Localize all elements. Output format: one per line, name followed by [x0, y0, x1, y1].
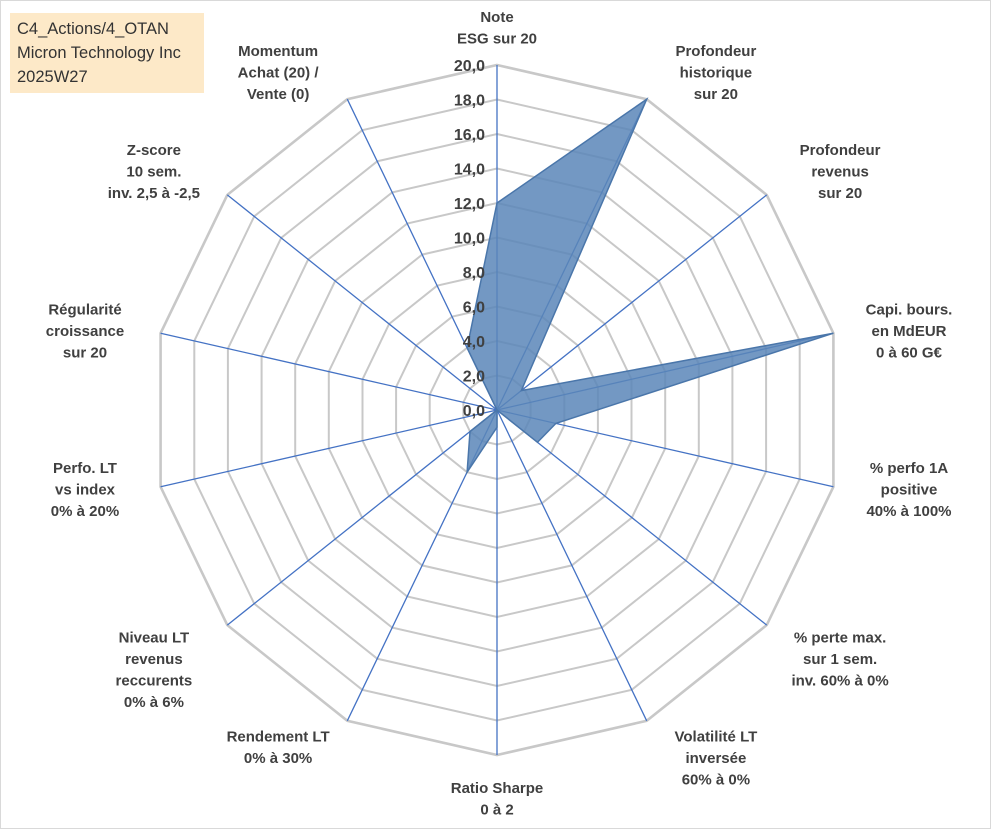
tick-label: 18,0: [454, 93, 485, 110]
axis-label: Régularité croissance sur 20: [46, 301, 124, 361]
axis-label: Ratio Sharpe 0 à 2: [451, 780, 544, 819]
title-line-1: C4_Actions/4_OTAN: [17, 20, 169, 38]
axis-spoke: [226, 194, 498, 411]
axis-label: Niveau LT revenus reccurents 0% à 6%: [116, 630, 193, 712]
axis-label: % perfo 1A positive 40% à 100%: [866, 460, 951, 520]
series-area: [466, 97, 834, 475]
axis-label: Momentum Achat (20) / Vente (0): [238, 43, 320, 103]
tick-label: 10,0: [454, 231, 485, 248]
axis-label: Z-score 10 sem. inv. 2,5 à -2,5: [108, 142, 200, 202]
axis-spoke: [496, 409, 768, 626]
axis-label: Capi. bours. en MdEUR 0 à 60 G€: [866, 301, 953, 361]
chart-title-box: C4_Actions/4_OTAN Micron Technology Inc …: [10, 13, 204, 93]
axis-spoke: [160, 332, 498, 411]
tick-label: 12,0: [454, 196, 485, 213]
axis-spoke: [496, 194, 768, 411]
axis-label: Volatilité LT inversée 60% à 0%: [675, 729, 758, 789]
title-line-2: Micron Technology Inc: [17, 44, 181, 62]
tick-label: 16,0: [454, 127, 485, 144]
axis-label: Profondeur historique sur 20: [675, 43, 756, 103]
tick-label: 0,0: [463, 403, 485, 420]
tick-label: 4,0: [463, 334, 485, 351]
title-line-3: 2025W27: [17, 68, 88, 86]
axis-label: % perte max. sur 1 sem. inv. 60% à 0%: [791, 630, 888, 690]
axis-spoke: [160, 409, 498, 488]
axis-label: Note ESG sur 20: [457, 9, 537, 48]
axis-label: Rendement LT 0% à 30%: [227, 729, 330, 768]
axis-spoke: [226, 409, 498, 626]
tick-label: 2,0: [463, 369, 485, 386]
axis-spoke: [496, 409, 648, 722]
tick-label: 14,0: [454, 162, 485, 179]
tick-label: 6,0: [463, 300, 485, 317]
tick-label: 20,0: [454, 58, 485, 75]
axis-label: Perfo. LT vs index 0% à 20%: [51, 460, 119, 520]
axis-label: Profondeur revenus sur 20: [800, 142, 881, 202]
tick-label: 8,0: [463, 265, 485, 282]
